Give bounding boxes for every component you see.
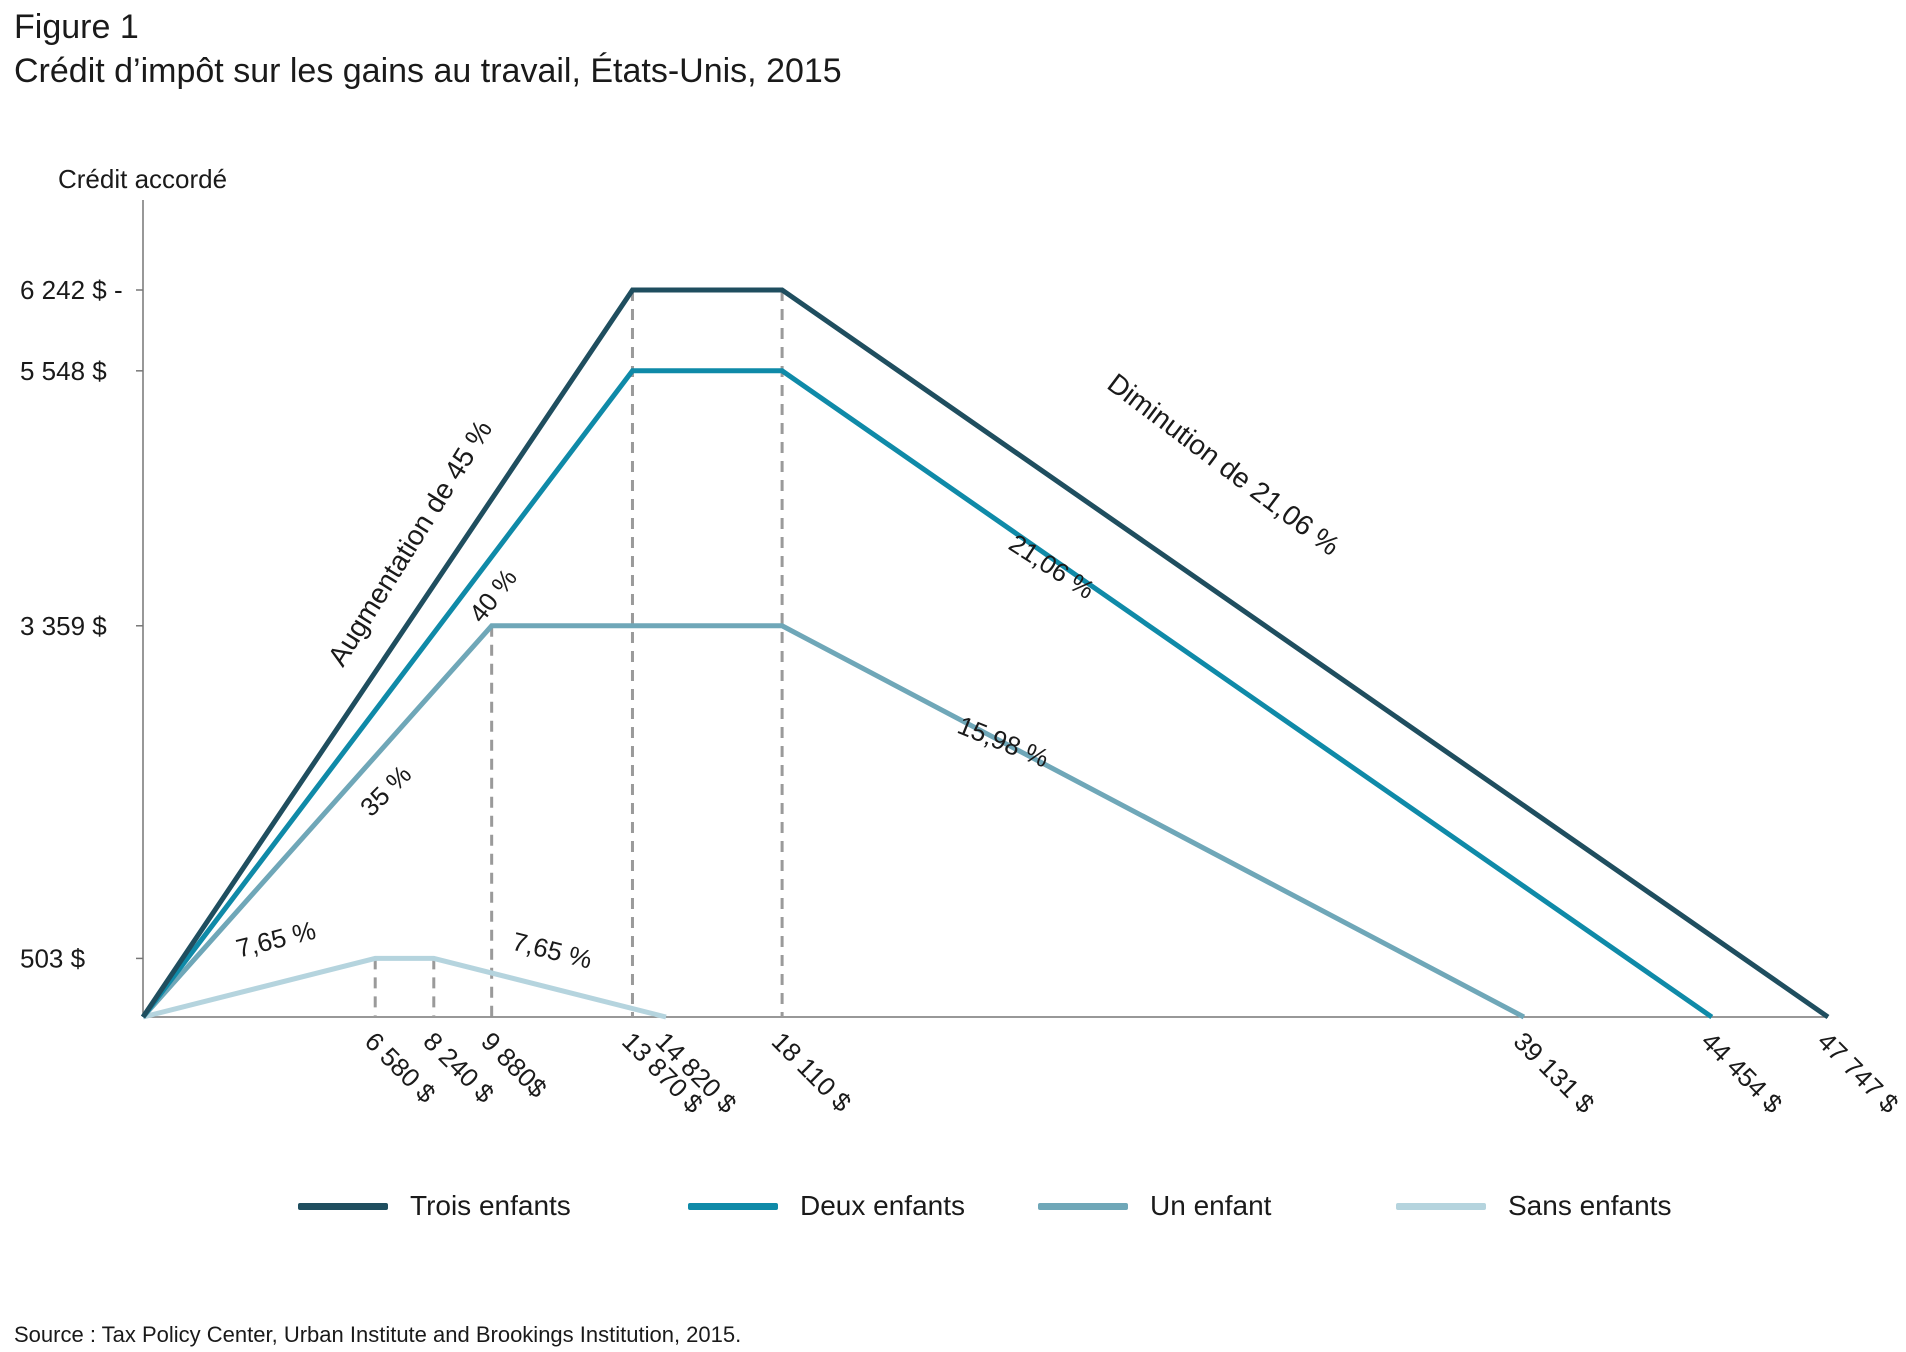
chart-svg: Crédit accordé 6 242 $ - 5 548 $ 3 359 $ 50…	[20, 164, 1905, 1119]
series-line-sans	[142, 955, 667, 1020]
series-line-deux	[141, 368, 1714, 1020]
source-note: Source : Tax Policy Center, Urban Instit…	[14, 1322, 742, 1347]
x-tick-label: 39 131 $	[1508, 1026, 1601, 1119]
legend-swatch-sans-enfants	[1396, 1202, 1486, 1210]
y-tick-label: 6 242 $ -	[20, 275, 123, 305]
annotation-un-down: 15,98 %	[954, 710, 1054, 774]
x-tick-label: 18 110 $	[766, 1026, 858, 1118]
annotation-deux-up: 40 %	[463, 563, 523, 628]
annotation-deux-down: 21,06 %	[1004, 528, 1100, 605]
legend-item-trois-enfants: Trois enfants	[298, 1190, 571, 1222]
legend-swatch-un-enfant	[1038, 1202, 1128, 1210]
legend-label-trois-enfants: Trois enfants	[410, 1190, 571, 1221]
x-tick-labels: 6 580 $8 240 $9 880$ 13 870 $14 820 $18 1…	[359, 1026, 1905, 1119]
y-tick-labels: 6 242 $ - 5 548 $ 3 359 $ 503 $	[20, 275, 143, 973]
y-tick-label: 3 359 $	[20, 611, 107, 641]
y-tick-label: 5 548 $	[20, 356, 107, 386]
annotation-augmentation: Augmentation de 45 %	[322, 415, 498, 672]
series-line-trois	[140, 287, 1830, 1020]
figure-label: Figure 1	[14, 8, 139, 46]
y-tick-label: 503 $	[20, 943, 86, 973]
legend-label-sans-enfants: Sans enfants	[1508, 1190, 1672, 1221]
legend-item-deux-enfants: Deux enfants	[688, 1190, 965, 1222]
legend-item-sans-enfants: Sans enfants	[1396, 1190, 1671, 1222]
legend-swatch-trois-enfants	[298, 1202, 388, 1210]
x-tick-label: 47 747 $	[1812, 1026, 1905, 1119]
chart-title: Crédit d’impôt sur les gains au travail,…	[14, 52, 842, 90]
y-axis-label: Crédit accordé	[58, 164, 227, 194]
legend-swatch-deux-enfants	[688, 1202, 778, 1210]
legend-label-deux-enfants: Deux enfants	[800, 1190, 965, 1221]
x-tick-label: 44 454 $	[1696, 1026, 1789, 1119]
legend-label-un-enfant: Un enfant	[1150, 1190, 1272, 1221]
dashed-guides	[373, 290, 784, 1017]
legend: Trois enfants Deux enfants Un enfant San…	[0, 1190, 1906, 1250]
slope-annotations: Augmentation de 45 % Diminution de 21,06 …	[233, 367, 1346, 974]
annotation-diminution: Diminution de 21,06 %	[1102, 367, 1346, 561]
series-line-un	[141, 623, 1526, 1020]
legend-item-un-enfant: Un enfant	[1038, 1190, 1271, 1222]
annotation-sans-down: 7,65 %	[509, 926, 595, 975]
series-lines	[140, 287, 1830, 1020]
annotation-sans-up: 7,65 %	[233, 915, 319, 964]
